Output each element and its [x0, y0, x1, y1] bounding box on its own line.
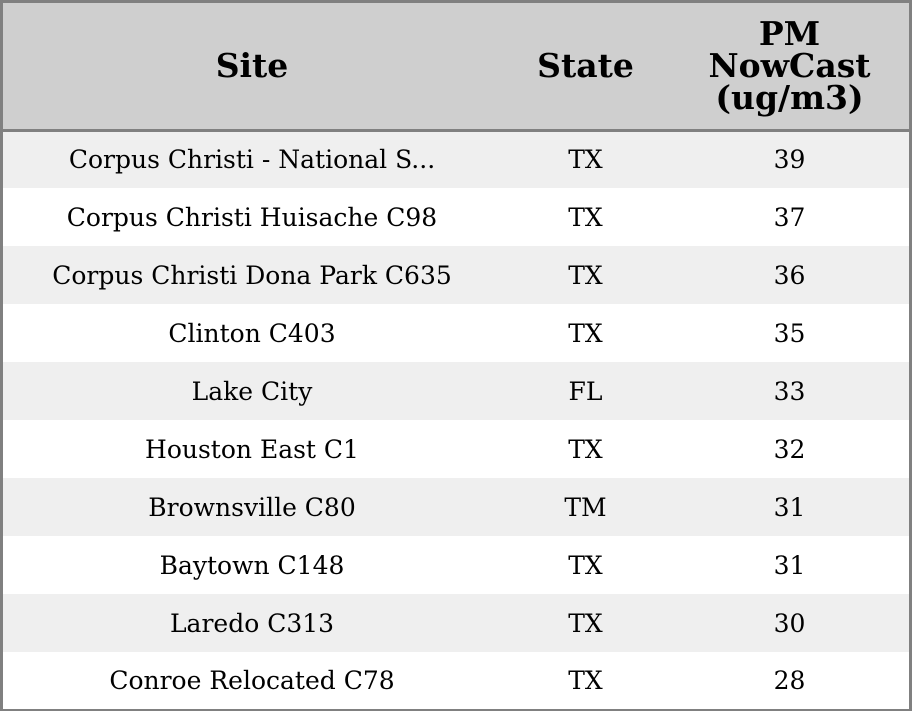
cell-site: Corpus Christi Huisache C98 [66, 202, 438, 232]
table-row: Houston East C1 TX 32 [3, 420, 909, 478]
cell-site: Houston East C1 [145, 434, 359, 464]
cell-site: Baytown C148 [159, 550, 345, 580]
header-row: Site State PM NowCast (ug/m3) [3, 3, 909, 132]
table-row: Lake City FL 33 [3, 362, 909, 420]
cell-pm: 30 [773, 608, 806, 638]
table-row: Corpus Christi Huisache C98 TX 37 [3, 188, 909, 246]
pm-nowcast-table: Site State PM NowCast (ug/m3) Corpus Chr… [3, 3, 909, 709]
cell-state: TX [568, 434, 603, 464]
cell-pm: 31 [773, 492, 806, 522]
cell-pm: 28 [773, 666, 806, 695]
cell-pm: 32 [773, 434, 806, 464]
cell-site: Brownsville C80 [148, 492, 356, 522]
table-row: Conroe Relocated C78 TX 28 [3, 652, 909, 709]
cell-state: TX [568, 666, 603, 695]
header-pm-nowcast[interactable]: PM NowCast (ug/m3) [670, 3, 909, 132]
header-state[interactable]: State [501, 3, 670, 132]
cell-state: TM [564, 492, 607, 522]
table-row: Corpus Christi Dona Park C635 TX 36 [3, 246, 909, 304]
cell-state: TX [568, 318, 603, 348]
cell-site: Corpus Christi Dona Park C635 [52, 260, 452, 290]
header-pm-line-3: (ug/m3) [715, 77, 864, 117]
cell-pm: 35 [773, 318, 806, 348]
cell-state: FL [568, 376, 603, 406]
cell-site: Clinton C403 [168, 318, 336, 348]
cell-pm: 31 [773, 550, 806, 580]
table-row: Clinton C403 TX 35 [3, 304, 909, 362]
cell-state: TX [568, 145, 603, 175]
cell-state: TX [568, 260, 603, 290]
table-row: Corpus Christi - National S... TX 39 [3, 130, 909, 188]
table-header: Site State PM NowCast (ug/m3) [3, 3, 909, 132]
cell-state: TX [568, 202, 603, 232]
cell-state: TX [568, 550, 603, 580]
cell-state: TX [568, 608, 603, 638]
header-site[interactable]: Site [3, 3, 501, 132]
cell-pm: 36 [773, 260, 806, 290]
table-row: Baytown C148 TX 31 [3, 536, 909, 594]
cell-site: Corpus Christi - National S... [68, 145, 436, 175]
cell-site: Laredo C313 [169, 608, 335, 638]
cell-pm: 37 [773, 202, 806, 232]
table-row: Laredo C313 TX 30 [3, 594, 909, 652]
cell-pm: 39 [773, 145, 806, 175]
header-pm-line-2: NowCast [708, 45, 871, 85]
cell-site: Conroe Relocated C78 [109, 666, 395, 695]
table-body: Corpus Christi - National S... TX 39 Cor… [3, 130, 909, 709]
table-row: Brownsville C80 TM 31 [3, 478, 909, 536]
header-pm-line-1: PM [758, 13, 821, 53]
cell-site: Lake City [191, 376, 313, 406]
cell-pm: 33 [773, 376, 806, 406]
